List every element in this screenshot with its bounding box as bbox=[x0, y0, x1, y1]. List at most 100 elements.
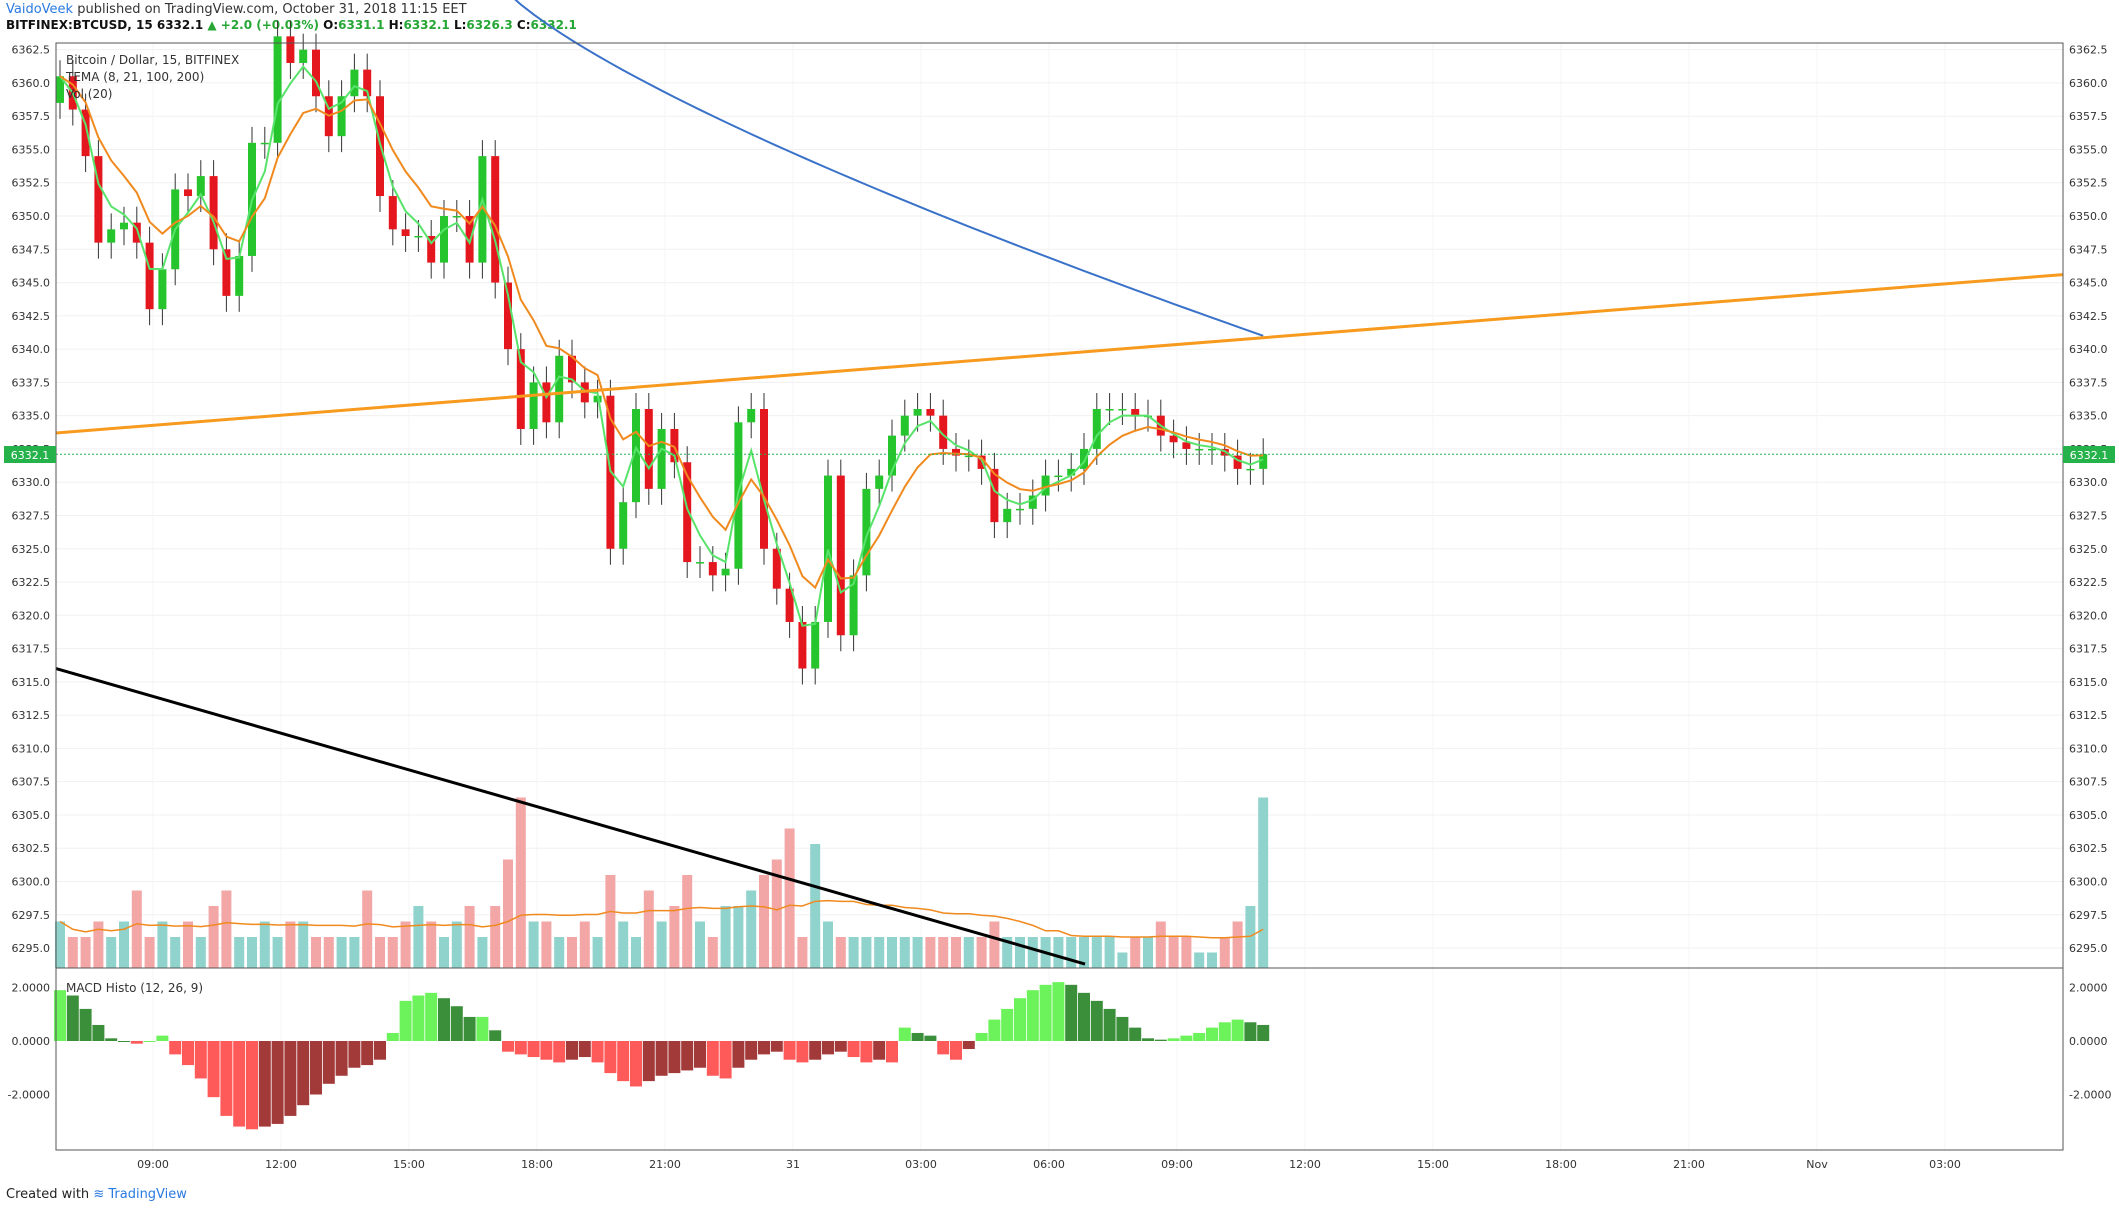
macd-bar bbox=[143, 1041, 156, 1042]
macd-bar bbox=[809, 1041, 822, 1060]
volume-bar bbox=[861, 937, 872, 968]
candle-body bbox=[81, 109, 90, 157]
macd-bar bbox=[156, 1035, 169, 1041]
candle-body bbox=[94, 156, 103, 243]
price-tick-right: 6347.5 bbox=[2069, 243, 2108, 256]
macd-bar bbox=[898, 1027, 911, 1041]
macd-bar bbox=[220, 1041, 233, 1116]
macd-bar bbox=[322, 1041, 335, 1084]
candle-body bbox=[209, 176, 218, 250]
macd-bar bbox=[706, 1041, 719, 1076]
candle-body bbox=[913, 409, 922, 416]
candle-body bbox=[1067, 468, 1076, 476]
price-tick-right: 6295.0 bbox=[2069, 942, 2108, 955]
volume-bar bbox=[93, 921, 104, 968]
macd-bar bbox=[92, 1024, 105, 1041]
price-tick-right: 6317.5 bbox=[2069, 643, 2108, 656]
price-tick-left: 6355.0 bbox=[12, 143, 51, 156]
candle-body bbox=[1233, 455, 1242, 469]
volume-bar bbox=[951, 937, 961, 968]
candle-body bbox=[657, 428, 666, 489]
volume-bar bbox=[336, 937, 347, 968]
author-link[interactable]: VaidoVeek bbox=[6, 2, 74, 17]
macd-bar bbox=[514, 1041, 527, 1055]
volume-bar bbox=[579, 921, 590, 968]
volume-bar bbox=[1066, 937, 1077, 968]
macd-bar bbox=[553, 1041, 566, 1063]
macd-bar bbox=[463, 1016, 476, 1041]
volume-bars bbox=[55, 797, 1269, 968]
candle-body bbox=[747, 409, 756, 423]
plot-border bbox=[55, 42, 2064, 1151]
volume-ma bbox=[59, 899, 1264, 939]
macd-bar bbox=[246, 1041, 258, 1130]
volume-bar bbox=[1027, 937, 1038, 968]
macd-bar bbox=[1116, 1016, 1129, 1041]
volume-bar bbox=[1219, 937, 1230, 968]
tradingview-link[interactable]: TradingView bbox=[108, 1187, 187, 1202]
volume-bar bbox=[1168, 937, 1179, 968]
volume-bar bbox=[912, 937, 923, 968]
high-label: H: bbox=[388, 18, 404, 32]
volume-bar bbox=[349, 937, 360, 968]
candle-body bbox=[1131, 409, 1140, 416]
candle-body bbox=[388, 196, 397, 230]
candle-body bbox=[337, 96, 346, 137]
macd-bar bbox=[719, 1041, 732, 1079]
volume-bar bbox=[1207, 952, 1217, 968]
macd-bar bbox=[1154, 1039, 1167, 1041]
price-tick-right: 6340.0 bbox=[2069, 343, 2108, 356]
candle-body bbox=[836, 475, 845, 636]
volume-bar bbox=[541, 921, 552, 968]
macd-bar bbox=[502, 1041, 514, 1052]
macd-tick-right: 0.0000 bbox=[2069, 1035, 2108, 1048]
candle-body bbox=[798, 621, 807, 669]
volume-bar bbox=[259, 921, 270, 968]
price-tag-left-text: 6332.1 bbox=[11, 449, 50, 462]
volume-bar bbox=[311, 937, 321, 968]
published-line: VaidoVeek published on TradingView.com, … bbox=[6, 2, 467, 17]
volume-bar bbox=[669, 906, 680, 968]
macd-bar bbox=[130, 1041, 143, 1044]
candle-body bbox=[875, 475, 884, 489]
candle-body bbox=[478, 156, 487, 263]
macd-bar bbox=[297, 1041, 310, 1106]
candle-body bbox=[926, 409, 935, 416]
volume-bar bbox=[963, 937, 974, 968]
volume-bar bbox=[976, 937, 987, 968]
volume-bar bbox=[1245, 906, 1256, 968]
change-up-icon: ▲ bbox=[207, 18, 217, 32]
candle-body bbox=[964, 455, 973, 458]
volume-bar bbox=[285, 921, 296, 968]
macd-bar bbox=[412, 995, 425, 1041]
macd-bar bbox=[207, 1041, 220, 1098]
candle-body bbox=[222, 249, 231, 296]
volume-bar bbox=[874, 937, 885, 968]
volume-bar bbox=[848, 937, 859, 968]
candle-body bbox=[1016, 508, 1024, 511]
price-tag-left bbox=[4, 446, 56, 463]
price-tick-right: 6315.0 bbox=[2069, 676, 2108, 689]
price-tick-left: 6300.0 bbox=[12, 875, 51, 888]
macd-bar bbox=[758, 1041, 770, 1055]
candle-body bbox=[542, 382, 551, 423]
macd-bar bbox=[66, 995, 79, 1041]
time-axis[interactable]: 09:00 12:00 15:00 18:00 21:00 31 03:00 06:00 09:… bbox=[137, 1158, 1961, 1171]
macd-bar bbox=[284, 1041, 297, 1116]
price-tick-left: 6295.0 bbox=[12, 942, 51, 955]
volume-bar bbox=[784, 828, 795, 968]
price-tick-left: 6317.5 bbox=[12, 643, 51, 656]
volume-bar bbox=[759, 875, 769, 968]
volume-bar bbox=[925, 937, 936, 968]
macd-bar bbox=[566, 1041, 578, 1060]
volume-bar bbox=[695, 921, 705, 968]
macd-bar bbox=[1257, 1024, 1270, 1041]
candle-body bbox=[1105, 409, 1114, 411]
price-tick-left: 6322.5 bbox=[12, 576, 51, 589]
volume-bar bbox=[1053, 937, 1064, 968]
volume-bar bbox=[451, 921, 462, 968]
macd-bar bbox=[950, 1041, 962, 1060]
volume-bar bbox=[567, 937, 577, 968]
price-tick-right: 6337.5 bbox=[2069, 376, 2108, 389]
